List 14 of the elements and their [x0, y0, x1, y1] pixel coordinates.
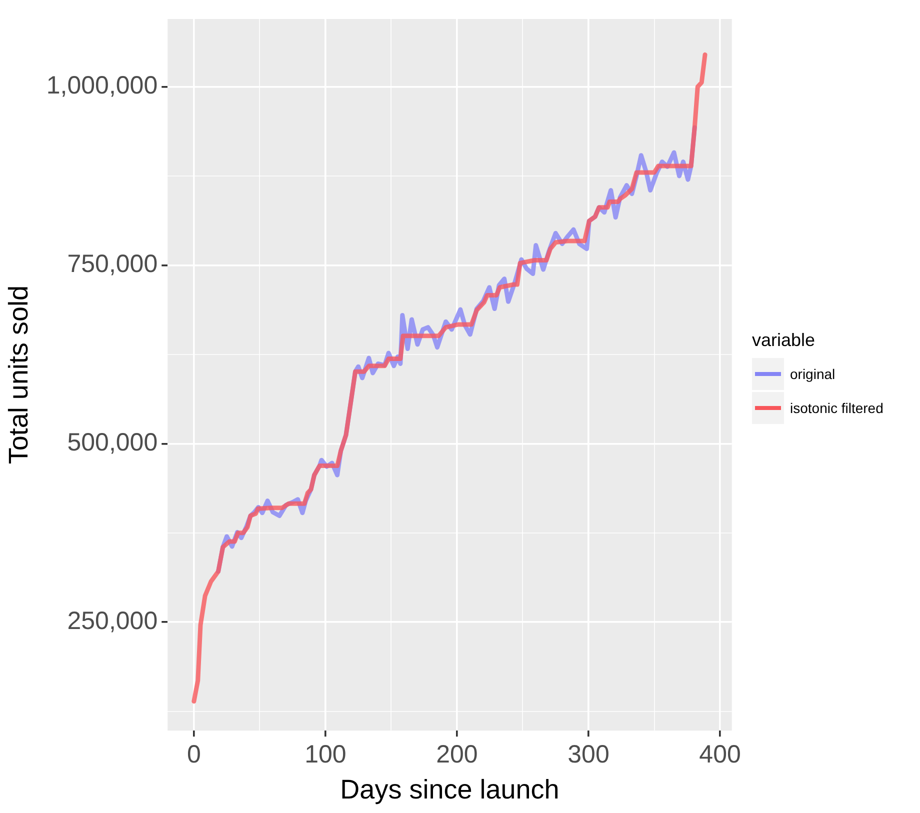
legend-label: isotonic filtered	[790, 400, 884, 416]
x-tick-label: 300	[568, 740, 610, 768]
y-axis-title: Total units sold	[4, 285, 34, 464]
x-tick-label: 100	[304, 740, 346, 768]
x-tick-label: 200	[436, 740, 478, 768]
y-tick-label: 250,000	[67, 607, 158, 635]
x-tick-label: 400	[699, 740, 741, 768]
x-tick-label: 0	[186, 740, 201, 768]
y-tick-label: 1,000,000	[46, 72, 158, 100]
x-axis-title: Days since launch	[340, 774, 560, 804]
legend-label: original	[790, 366, 836, 382]
y-tick-label: 750,000	[67, 250, 158, 278]
legend-title: variable	[752, 330, 816, 351]
y-tick-label: 500,000	[67, 428, 158, 457]
